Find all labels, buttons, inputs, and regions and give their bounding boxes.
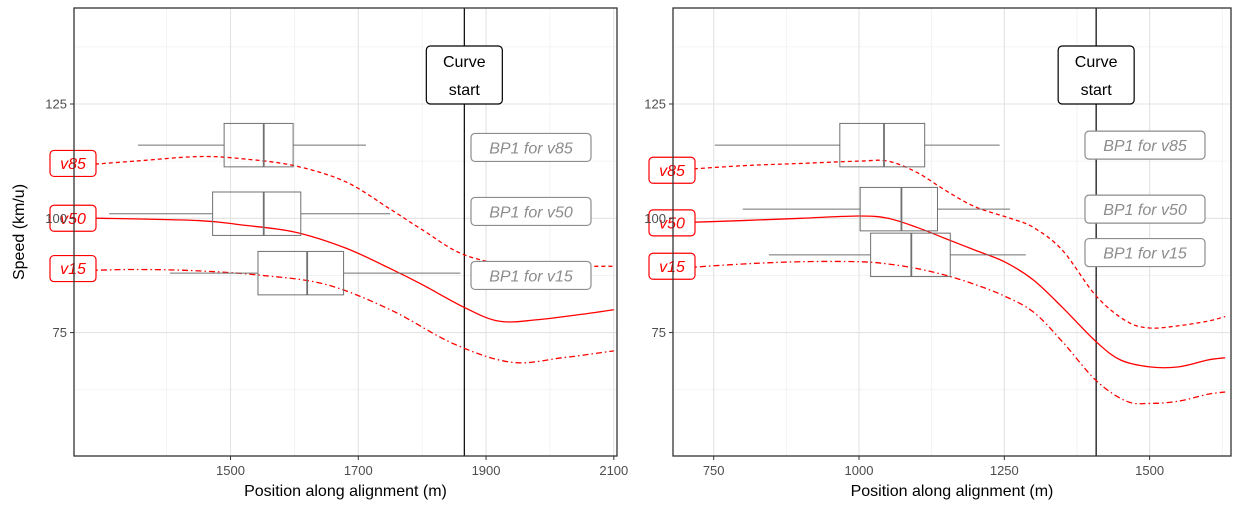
grid <box>673 8 1231 456</box>
boxplot-box <box>257 250 345 296</box>
bp-label-text: BP1 for v15 <box>1103 246 1187 263</box>
curve-start-label-box <box>1057 45 1135 105</box>
curve-start-label: Curve start <box>425 45 503 105</box>
x-tick-label: 1500 <box>216 463 245 478</box>
y-tick-label: 75 <box>652 325 666 340</box>
bp-label-box <box>1084 237 1206 268</box>
series-line-v15 <box>673 260 1226 405</box>
series-label-text: v15 <box>659 259 685 276</box>
boxplot-3 <box>169 250 461 296</box>
bp-label-text: BP1 for v15 <box>489 268 573 285</box>
series-line-v50 <box>74 217 614 323</box>
y-tick-label: 125 <box>45 97 67 112</box>
series-line-v85 <box>673 159 1226 329</box>
bp-label-1: BP1 for v85 <box>470 132 592 163</box>
series-label-text: v50 <box>659 215 685 232</box>
boxplot-box <box>223 122 294 168</box>
series-label-box <box>49 149 97 178</box>
curve-start-label: Curve start <box>1057 45 1135 105</box>
bp-label-2: BP1 for v50 <box>470 196 592 227</box>
bp-label-text: BP1 for v85 <box>489 140 573 157</box>
x-tick-label: 1700 <box>344 463 373 478</box>
series-label-v85: v85 <box>648 156 696 184</box>
curve-start-label-line1: Curve <box>443 54 486 71</box>
curve-start-label-box <box>425 45 503 105</box>
boxplot-box <box>859 186 938 232</box>
series-group <box>673 159 1226 405</box>
panel-border <box>672 7 1232 457</box>
curve-start-label-line2: start <box>1081 82 1113 99</box>
series-label-v15: v15 <box>648 252 696 280</box>
x-axis-title: Position along alignment (m) <box>851 483 1054 500</box>
x-tick-label: 1000 <box>845 463 874 478</box>
ticks: 750 1000 1250 1500 75 100 125 <box>644 97 1164 479</box>
curve-start-label-line1: Curve <box>1075 54 1118 71</box>
bp-label-box <box>1084 130 1206 160</box>
boxplot-1 <box>137 122 366 168</box>
bp-label-box <box>470 132 592 163</box>
series-label-v85: v85 <box>49 149 97 178</box>
bp-label-box <box>1084 194 1206 224</box>
series-label-text: v85 <box>659 163 685 180</box>
curve-start-label-line2: start <box>449 82 481 99</box>
series-label-box <box>648 209 696 237</box>
series-label-text: v85 <box>60 156 86 173</box>
x-axis-title: Position along alignment (m) <box>244 483 447 500</box>
bp-label-2: BP1 for v50 <box>1084 194 1206 224</box>
plot-background <box>673 8 1231 456</box>
y-tick-label: 125 <box>644 97 666 112</box>
panel-border <box>73 7 618 457</box>
bp-label-1: BP1 for v85 <box>1084 130 1206 160</box>
series-label-v50: v50 <box>648 209 696 237</box>
bp-label-text: BP1 for v50 <box>489 204 573 221</box>
y-tick-label: 100 <box>45 211 67 226</box>
bp-label-text: BP1 for v85 <box>1103 138 1187 155</box>
plot-background <box>74 8 617 456</box>
x-tick-label: 750 <box>703 463 725 478</box>
bp-label-box <box>470 260 592 291</box>
y-tick-label: 100 <box>644 211 666 226</box>
x-tick-label: 1900 <box>472 463 501 478</box>
y-axis-title: Speed (km/u) <box>11 184 28 280</box>
series-label-text: v15 <box>60 261 86 278</box>
series-line-v15 <box>74 268 614 364</box>
ticks: 1500 1700 1900 2100 75 100 125 <box>45 97 628 479</box>
panel-2: v85 v50 v15 BP1 for v85 BP1 for v50 BP1 for v… <box>644 7 1232 500</box>
series-label-box <box>49 254 97 283</box>
boxplot-box <box>212 191 302 236</box>
bp-label-box <box>470 196 592 227</box>
series-label-v15: v15 <box>49 254 97 283</box>
bp-label-3: BP1 for v15 <box>470 260 592 291</box>
series-line-v50 <box>673 215 1226 369</box>
series-label-text: v50 <box>60 211 86 228</box>
boxplot-box <box>839 122 926 168</box>
boxplots <box>714 122 1026 278</box>
x-tick-label: 2100 <box>599 463 628 478</box>
y-tick-label: 75 <box>53 325 67 340</box>
boxplot-2 <box>742 186 1011 232</box>
x-tick-label: 1250 <box>990 463 1019 478</box>
x-tick-label: 1500 <box>1135 463 1164 478</box>
boxplots <box>109 122 461 296</box>
boxplot-1 <box>714 122 1000 168</box>
bp-label-3: BP1 for v15 <box>1084 237 1206 268</box>
series-label-box <box>648 156 696 184</box>
panel-1: v85 v50 v15 BP1 for v85 BP1 for v50 BP1 for v… <box>11 7 628 500</box>
boxplot-3 <box>768 232 1026 278</box>
bp-label-text: BP1 for v50 <box>1103 202 1187 219</box>
boxplot-2 <box>109 191 391 236</box>
series-label-box <box>648 252 696 280</box>
